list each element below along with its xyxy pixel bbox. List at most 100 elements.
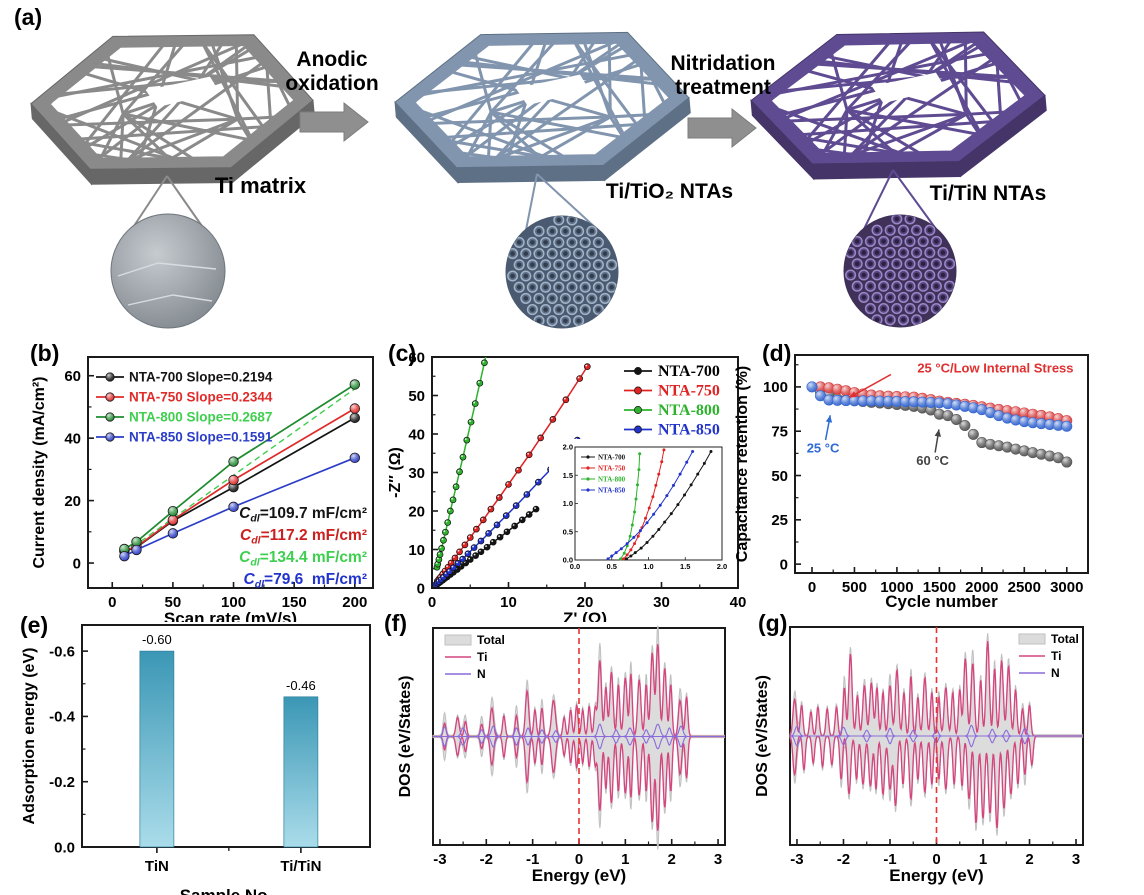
- annotations: 25 °C/Low Internal Stress 25 °C 60 °C: [807, 361, 1074, 468]
- cdl-annotation: Cdl=134.4 mF/cm²: [239, 549, 367, 569]
- y-tick-label: 60: [64, 368, 81, 385]
- series-annotation: 60 °C: [916, 453, 949, 468]
- x-tick-label: 1: [979, 851, 987, 868]
- axes: 0 500 1000 1500 2000 2500 3000 0 25 50 75 100 Cycle …: [735, 354, 1089, 611]
- inset-y-tick: 1.5: [563, 471, 573, 480]
- cdl-annotation: Cdl=117.2 mF/cm²: [240, 527, 367, 547]
- dos-curves: [789, 627, 1083, 845]
- legend-entry: Total: [477, 633, 505, 647]
- arrow-label-nitridation-treatment: Nitridation treatment: [652, 52, 794, 99]
- x-tick-label: 2: [1025, 851, 1033, 868]
- panel-label-c: (c): [388, 340, 417, 366]
- stage-label-ti-tio2-ntas: Ti/TiO₂ NTAs: [605, 180, 734, 203]
- x-axis-title: Energy (eV): [532, 866, 626, 885]
- y-tick-label: 50: [408, 388, 425, 405]
- inset-legend-entry: NTA-850: [598, 487, 626, 495]
- legend: Total Ti N: [444, 633, 505, 681]
- callout-lines-1: [525, 173, 599, 231]
- cdl-annotation: Cdl=79.6 mF/cm²: [244, 571, 368, 591]
- x-axis-title: Z' (Ω): [563, 609, 607, 622]
- y-tick-label: 30: [408, 465, 425, 482]
- x-tick-label: 0: [808, 579, 816, 596]
- x-tick-label: 0: [932, 851, 940, 868]
- x-tick-label: -2: [480, 851, 493, 868]
- y-tick-label: -0.4: [49, 709, 76, 726]
- arrow-label-line: oxidation: [285, 71, 379, 95]
- panel-label-a: (a): [14, 4, 43, 30]
- bar-TiN: [139, 650, 175, 848]
- x-category-label: Ti/TiN: [280, 858, 321, 875]
- x-tick-label: -1: [526, 851, 539, 868]
- y-axis-title: DOS (eV/States): [397, 676, 414, 798]
- legend-entry: Ti: [1051, 649, 1061, 663]
- cdl-annotation: Cdl=109.7 mF/cm²: [239, 505, 367, 525]
- series: [432, 357, 591, 588]
- x-tick-label: 3: [1072, 851, 1080, 868]
- mesh-plate-0: [30, 33, 315, 186]
- dos-curves: [432, 625, 725, 850]
- x-tick-label: 50: [165, 594, 182, 611]
- legend-entry: NTA-850 Slope=0.1591: [129, 430, 273, 445]
- axes: -3 -2 -1 0 1 2 3 Energy (eV) DOS (eV/States): [754, 626, 1084, 885]
- x-tick-label: 500: [842, 579, 867, 596]
- inset: 0.0 0.5 1.0 1.5 2.0 0.0 0.5 1.0 1.5 2.0 NTA-700 NTA…: [563, 443, 728, 572]
- panel-label-b: (b): [30, 340, 60, 366]
- arrow-label-anodic-oxidation: Anodic oxidation: [263, 48, 401, 95]
- y-tick-label: 0: [417, 580, 425, 597]
- chart-d-cycling: 0 500 1000 1500 2000 2500 3000 0 25 50 75 100 Cycle …: [735, 354, 1089, 611]
- x-tick-label: 0: [428, 594, 436, 611]
- stage-label-ti-matrix: Ti matrix: [214, 173, 307, 198]
- inset-x-tick: 1.0: [643, 562, 653, 571]
- x-tick-label: -3: [433, 851, 446, 868]
- y-tick-label: 40: [408, 426, 425, 443]
- axes: 0.0 -0.2 -0.4 -0.6 Sample No. Adsorption ener…: [21, 624, 371, 895]
- nanotube-pattern: [845, 215, 956, 326]
- inset-legend-entry: NTA-800: [598, 476, 626, 484]
- y-tick-label: -0.6: [49, 643, 75, 660]
- x-tick-label: -3: [790, 851, 803, 868]
- legend-entry: N: [477, 667, 486, 681]
- x-axis-title: Energy (eV): [889, 866, 983, 885]
- x-tick-label: 100: [221, 594, 246, 611]
- series: [119, 379, 361, 562]
- legend-entry: NTA-850: [658, 422, 720, 439]
- x-tick-label: 2: [668, 851, 676, 868]
- nanotube-pattern: [507, 216, 618, 327]
- x-tick-label: 150: [282, 594, 307, 611]
- y-tick-label: 100: [763, 379, 788, 396]
- chart-c-nyquist: 0 10 20 30 40 0 10 20 30 40 50 60 Z' (Ω) -Z″ (Ω) NTA-7…: [388, 349, 746, 622]
- legend-entry: NTA-800 Slope=0.2687: [129, 410, 272, 425]
- inset-x-tick: 0.5: [607, 562, 617, 571]
- legend-entry: NTA-700: [658, 363, 720, 380]
- legend-entry: NTA-700 Slope=0.2194: [129, 370, 273, 385]
- y-axis-title: Current density (mA/cm²): [31, 376, 48, 568]
- right-arrow-icon: [299, 101, 369, 143]
- arrow-label-line: treatment: [675, 75, 771, 99]
- y-tick-label: 20: [408, 503, 425, 520]
- chart-g-dos: -3 -2 -1 0 1 2 3 Energy (eV) DOS (eV/States) Tota…: [754, 626, 1084, 885]
- series: [806, 381, 1073, 468]
- arrow-label-line: Anodic: [296, 48, 368, 71]
- callout-lines-2: [863, 169, 937, 230]
- x-tick-label: -2: [837, 851, 850, 868]
- legend: Total Ti N: [1018, 632, 1079, 680]
- chart-b-scan-rate: 0 50 100 150 200 0 20 40 60 Scan rate (mV/s) Curre…: [31, 356, 374, 622]
- y-tick-label: 0: [73, 555, 81, 572]
- x-tick-label: -1: [883, 851, 896, 868]
- axes: 0 10 20 30 40 0 10 20 30 40 50 60 Z' (Ω) -Z″ (Ω): [388, 349, 746, 622]
- y-tick-label: 40: [64, 430, 81, 447]
- arrow-label-line: Nitridation: [670, 52, 776, 75]
- inset-circle-1: [505, 215, 619, 329]
- inset-x-tick: 0.0: [570, 562, 580, 571]
- bar-value-label: -0.46: [286, 678, 316, 693]
- x-category-label: TiN: [145, 858, 169, 875]
- y-axis-title: Capacitance retention (%): [735, 366, 751, 562]
- x-tick-label: 3000: [1050, 579, 1083, 596]
- panel-a-illustration: [30, 31, 1047, 329]
- x-axis-title: Scan rate (mV/s): [164, 609, 297, 622]
- x-tick-label: 3: [714, 851, 722, 868]
- y-tick-label: 75: [771, 423, 788, 440]
- x-tick-label: 0: [108, 594, 116, 611]
- x-tick-label: 1: [621, 851, 629, 868]
